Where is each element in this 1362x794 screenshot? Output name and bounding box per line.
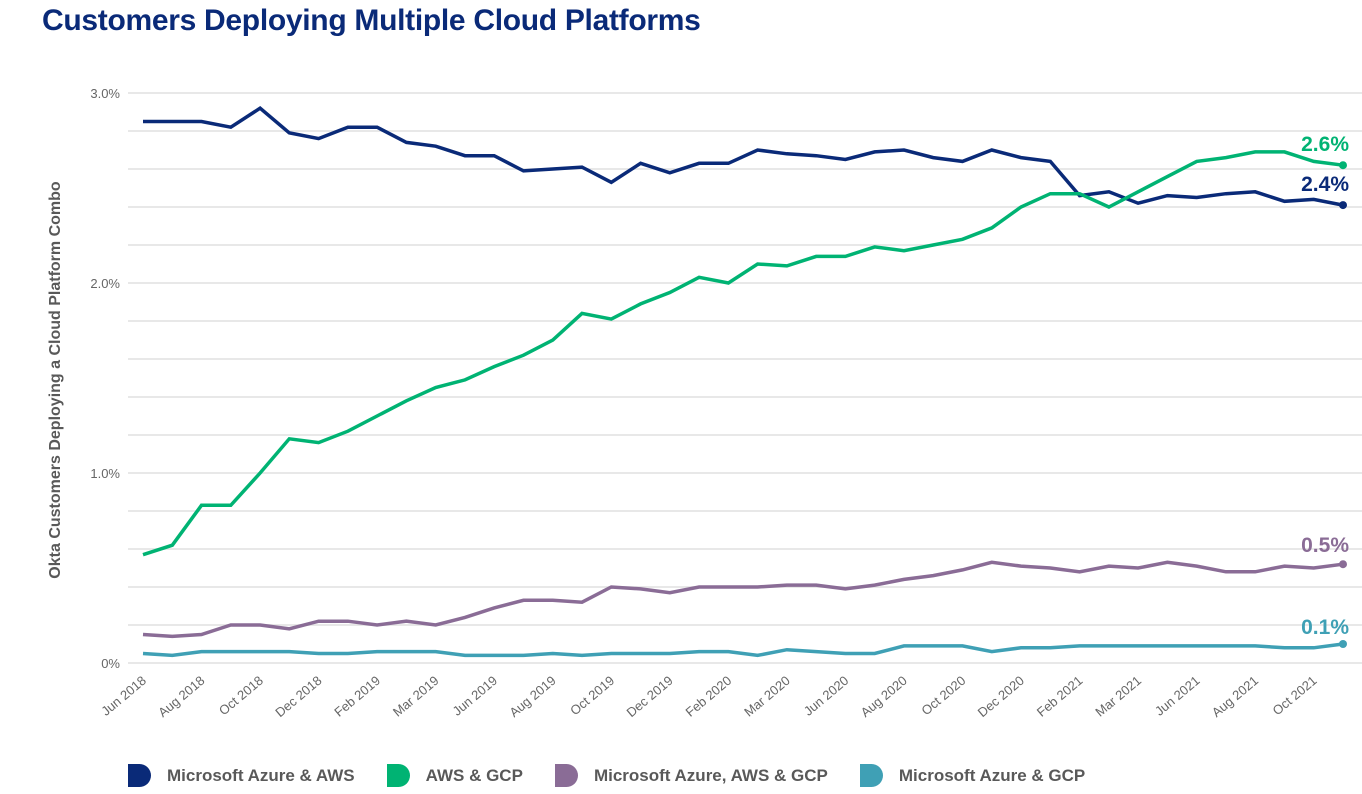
x-tick-label: Jun 2021: [1152, 673, 1203, 719]
y-tick-label: 1.0%: [90, 466, 120, 481]
series-end-point: [1339, 560, 1347, 569]
x-tick-label: Dec 2019: [623, 673, 675, 720]
legend-label: AWS & GCP: [425, 765, 523, 785]
y-tick-label: 3.0%: [90, 86, 120, 101]
x-tick-label: Oct 2019: [567, 673, 617, 718]
series-lines: [142, 106, 1347, 658]
legend-label: Microsoft Azure & GCP: [898, 765, 1086, 785]
y-tick-label: 0%: [101, 656, 120, 671]
series-end-label: 0.1%: [1301, 616, 1349, 639]
legend-item-azure-aws[interactable]: Microsoft Azure & AWS: [128, 764, 355, 787]
chart-title: Customers Deploying Multiple Cloud Platf…: [42, 4, 701, 37]
x-tick-label: Aug 2018: [155, 673, 207, 720]
legend-item-azure-gcp[interactable]: Microsoft Azure & GCP: [859, 764, 1086, 787]
series-line-2: [142, 560, 1344, 639]
x-tick-label: Dec 2018: [272, 673, 324, 720]
legend: Microsoft Azure & AWS AWS & GCP Microsof…: [128, 764, 1117, 787]
series-line-3: [142, 642, 1344, 658]
series-end-label: 2.6%: [1301, 133, 1349, 156]
x-tick-label: Mar 2019: [390, 673, 442, 720]
x-tick-label: Aug 2019: [506, 673, 558, 720]
series-end-point: [1339, 640, 1347, 648]
x-tick-label: Jun 2019: [450, 673, 501, 719]
series-end-point: [1339, 161, 1347, 170]
y-axis-label: Okta Customers Deploying a Cloud Platfor…: [47, 181, 64, 579]
series-end-label: 2.4%: [1301, 173, 1349, 196]
legend-swatch-icon: [859, 764, 883, 787]
legend-swatch-icon: [554, 764, 578, 787]
x-tick-label: Mar 2021: [1092, 673, 1144, 720]
series-line-0: [143, 106, 1344, 207]
series-line-1: [142, 150, 1344, 557]
legend-item-azure-aws-gcp[interactable]: Microsoft Azure, AWS & GCP: [554, 764, 828, 787]
legend-item-aws-gcp[interactable]: AWS & GCP: [386, 764, 523, 787]
series-end-point: [1339, 201, 1347, 210]
end-labels: 2.4% 2.6% 0.5% 0.1%: [1301, 133, 1349, 639]
x-tick-label: Aug 2021: [1209, 673, 1261, 720]
x-tick-label: Oct 2018: [216, 673, 266, 718]
legend-swatch-icon: [128, 764, 151, 787]
y-axis-ticks: 3.0% 2.0% 1.0% 0%: [90, 86, 120, 671]
x-tick-label: Jun 2018: [98, 673, 149, 719]
legend-swatch-icon: [386, 764, 410, 787]
gridlines: [128, 92, 1362, 664]
series-end-label: 0.5%: [1301, 534, 1349, 557]
legend-label: Microsoft Azure & AWS: [167, 765, 355, 785]
x-tick-label: Jun 2020: [801, 673, 852, 719]
y-tick-label: 2.0%: [90, 276, 120, 291]
line-chart: 3.0%2.0%1.0%0% Jun 2018 Aug 2018 Oct 2018 D…: [47, 86, 1362, 720]
x-tick-label: Feb 2020: [683, 673, 735, 720]
x-tick-label: Aug 2020: [858, 673, 910, 720]
x-tick-label: Feb 2021: [1034, 673, 1086, 720]
x-tick-label: Dec 2020: [975, 673, 1027, 720]
x-tick-label: Oct 2020: [918, 673, 968, 718]
x-tick-label: Feb 2019: [331, 673, 383, 720]
x-axis-ticks: Jun 2018 Aug 2018 Oct 2018 Dec 2018 Feb 2019…: [98, 673, 1319, 720]
legend-label: Microsoft Azure, AWS & GCP: [593, 765, 828, 785]
x-tick-label: Oct 2021: [1270, 673, 1320, 718]
x-tick-label: Mar 2020: [741, 673, 793, 720]
